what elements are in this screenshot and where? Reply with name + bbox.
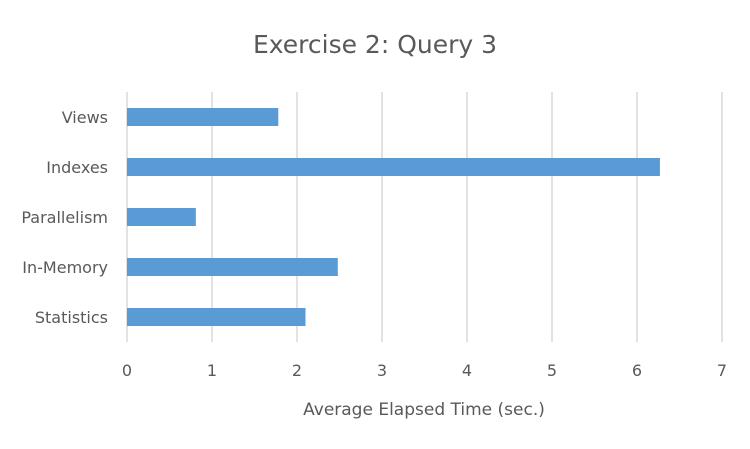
bar-statistics xyxy=(127,308,306,326)
x-tick-label-3: 3 xyxy=(377,361,387,380)
x-tick-label-1: 1 xyxy=(207,361,217,380)
bar-views xyxy=(127,108,279,126)
x-tick-label-6: 6 xyxy=(632,361,642,380)
category-label-in-memory: In-Memory xyxy=(22,258,108,277)
bar-parallelism xyxy=(127,208,196,226)
bar-indexes xyxy=(127,158,660,176)
bar-in-memory xyxy=(127,258,338,276)
category-label-indexes: Indexes xyxy=(46,158,108,177)
x-tick-label-2: 2 xyxy=(292,361,302,380)
gridlines xyxy=(126,92,723,342)
category-label-parallelism: Parallelism xyxy=(21,208,108,227)
x-tick-label-4: 4 xyxy=(462,361,472,380)
category-label-views: Views xyxy=(62,108,108,127)
x-tick-label-7: 7 xyxy=(717,361,727,380)
y-axis-labels: Views Indexes Parallelism In-Memory Statisti… xyxy=(21,108,108,327)
chart-title: Exercise 2: Query 3 xyxy=(253,30,497,59)
x-tick-label-5: 5 xyxy=(547,361,557,380)
bars xyxy=(127,108,660,326)
x-axis-title: Average Elapsed Time (sec.) xyxy=(303,400,545,420)
category-label-statistics: Statistics xyxy=(35,308,108,327)
x-tick-label-0: 0 xyxy=(122,361,132,380)
x-axis-labels: 0 1 2 3 4 5 6 7 xyxy=(122,361,727,380)
